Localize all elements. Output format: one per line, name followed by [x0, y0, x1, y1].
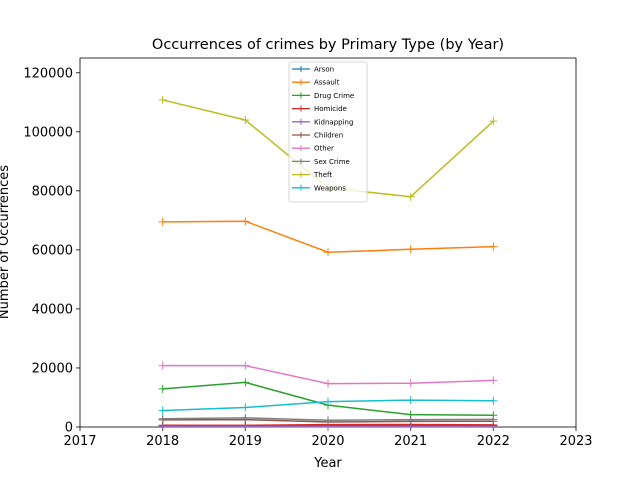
data-point: [406, 192, 415, 201]
data-point: [241, 217, 250, 226]
x-tick-label: 2021: [394, 434, 427, 449]
legend-label: Homicide: [314, 105, 347, 113]
x-tick-label: 2018: [146, 434, 179, 449]
x-axis-title: Year: [313, 456, 342, 471]
x-axis: 2017 2018 2019 2020 2021 2022 2023: [63, 427, 593, 449]
legend-entry-theft: Theft: [292, 171, 332, 179]
data-point: [158, 217, 167, 226]
y-axis-title: Number of Occurrences: [0, 165, 12, 319]
legend-frame: [288, 61, 368, 203]
y-tick-label: 40000: [32, 302, 73, 317]
y-tick-label: 0: [65, 421, 73, 436]
x-tick-label: 2023: [559, 434, 592, 449]
legend-label: Theft: [313, 171, 332, 179]
data-point: [241, 378, 250, 387]
legend-label: Weapons: [314, 184, 346, 192]
data-point: [324, 379, 332, 388]
legend-marker: [298, 79, 304, 86]
legend-label: Other: [314, 145, 334, 153]
data-point: [406, 379, 415, 388]
y-tick-label: 80000: [32, 184, 73, 199]
legend-entry-assault: Assault: [292, 79, 340, 87]
legend-label: Kidnapping: [314, 118, 353, 126]
legend-entry-drug-crime: Drug Crime: [292, 92, 354, 100]
data-point: [158, 361, 167, 370]
legend-marker: [298, 184, 304, 191]
data-point: [489, 376, 498, 385]
series-other: [158, 361, 498, 388]
x-tick-label: 2017: [63, 434, 96, 449]
y-axis: 0 20000 40000 60000 80000 100000 120000: [23, 66, 80, 436]
x-tick-label: 2019: [229, 434, 262, 449]
data-point: [324, 416, 332, 425]
legend-marker: [298, 92, 304, 99]
data-point: [241, 361, 250, 370]
legend-label: Children: [314, 132, 343, 140]
legend-entry-homicide: Homicide: [292, 105, 347, 113]
legend-entry-children: Children: [292, 132, 343, 140]
legend-label: Assault: [314, 79, 340, 87]
legend-marker: [298, 145, 304, 152]
data-point: [241, 422, 250, 431]
data-point: [241, 413, 250, 422]
data-point: [406, 415, 415, 424]
data-point: [158, 406, 167, 415]
legend-label: Sex Crime: [314, 158, 350, 166]
data-point: [158, 384, 167, 393]
legend-entry-kidnapping: Kidnapping: [292, 118, 353, 126]
legend-marker: [298, 66, 304, 72]
series-weapons: [158, 396, 498, 415]
legend-entry-arson: Arson: [292, 66, 334, 74]
data-point: [489, 415, 498, 424]
data-point: [324, 397, 332, 406]
legend-marker: [298, 132, 304, 138]
legend-entry-weapons: Weapons: [292, 184, 346, 192]
y-tick-label: 100000: [23, 125, 73, 140]
y-tick-label: 20000: [32, 361, 73, 376]
series-assault: [158, 217, 498, 257]
legend-marker: [298, 171, 304, 178]
data-point: [324, 248, 332, 257]
legend-label: Arson: [314, 66, 334, 74]
x-tick-label: 2022: [477, 434, 510, 449]
legend-entry-other: Other: [292, 145, 334, 153]
data-point: [406, 396, 415, 405]
chart-title: Occurrences of crimes by Primary Type (b…: [152, 37, 504, 53]
data-point: [241, 115, 250, 124]
data-point: [489, 117, 498, 126]
y-tick-label: 120000: [23, 66, 73, 81]
legend-label: Drug Crime: [314, 92, 354, 100]
legend: Arson Assault Drug Crime Homicide Kidnapping…: [288, 61, 368, 203]
x-tick-label: 2020: [311, 434, 344, 449]
legend-marker: [298, 118, 304, 125]
series-sex-crime: [158, 413, 498, 425]
data-point: [489, 396, 498, 405]
legend-marker: [298, 158, 304, 165]
legend-entry-sex-crime: Sex Crime: [292, 158, 350, 166]
legend-marker: [298, 105, 304, 112]
y-tick-label: 60000: [32, 243, 73, 258]
data-point: [158, 95, 167, 104]
data-point: [158, 414, 167, 423]
data-point: [241, 403, 250, 412]
data-point: [406, 245, 415, 254]
data-point: [489, 242, 498, 251]
